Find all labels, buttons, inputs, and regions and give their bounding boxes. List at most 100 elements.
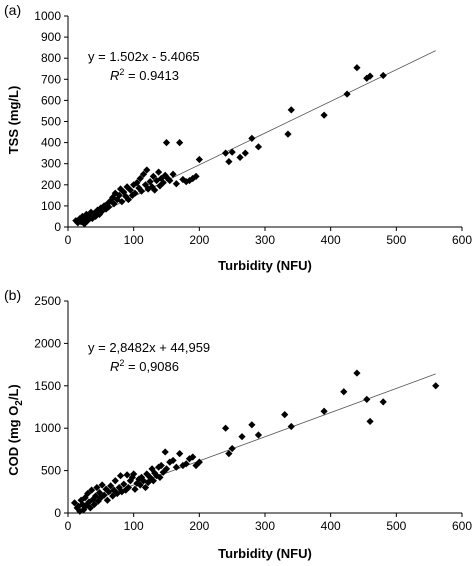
data-point	[228, 148, 236, 156]
data-point	[137, 187, 146, 195]
panel-label-a: (a)	[4, 2, 21, 18]
data-point	[131, 189, 139, 197]
data-point	[340, 388, 348, 396]
x-tick-label: 100	[124, 519, 144, 533]
x-tick-label: 0	[65, 519, 72, 533]
data-point	[363, 395, 371, 403]
data-point	[153, 472, 161, 480]
data-point	[116, 472, 125, 480]
data-point	[195, 458, 203, 466]
data-point	[86, 504, 94, 512]
x-tick-label: 300	[255, 233, 275, 247]
data-point	[146, 178, 154, 186]
data-point	[343, 90, 351, 98]
y-tick-label: 500	[41, 115, 61, 129]
data-point	[124, 195, 133, 204]
x-tick-label: 300	[255, 519, 275, 533]
data-point	[254, 431, 263, 439]
data-point	[77, 496, 85, 504]
data-point	[169, 456, 177, 465]
data-point	[131, 485, 139, 493]
chart-a: (a) Turbidity (NFU) TSS (mg/L) y = 1.502…	[4, 2, 472, 273]
r-squared-b: R2 = 0,9086	[110, 358, 179, 374]
data-point	[155, 168, 163, 176]
y-tick-label: 1500	[34, 379, 61, 393]
data-point	[172, 463, 180, 471]
equation-a: y = 1.502x - 5.4065	[88, 49, 200, 64]
data-point	[107, 482, 115, 490]
y-tick-label: 1000	[34, 9, 61, 23]
x-tick-label: 400	[321, 519, 341, 533]
x-tick-label: 600	[452, 519, 472, 533]
data-point	[192, 172, 200, 180]
data-point	[159, 179, 167, 187]
y-tick-label: 100	[41, 199, 61, 213]
y-tick-label: 400	[41, 136, 61, 150]
data-point	[432, 382, 440, 390]
data-point	[128, 473, 136, 481]
x-tick-label: 600	[452, 233, 472, 247]
panel-label-b: (b)	[4, 287, 21, 303]
data-point	[94, 497, 102, 505]
data-point	[103, 496, 111, 504]
data-point	[149, 477, 157, 485]
data-point	[236, 153, 244, 161]
data-point	[88, 486, 96, 494]
data-point	[228, 444, 236, 453]
data-point	[105, 203, 113, 211]
data-point	[287, 422, 295, 431]
x-tick-label: 400	[321, 233, 341, 247]
data-point	[120, 480, 128, 488]
data-point	[98, 207, 106, 215]
y-tick-label: 200	[41, 178, 61, 192]
data-point	[379, 71, 387, 80]
data-point	[91, 492, 100, 500]
data-point	[151, 186, 159, 194]
data-point	[176, 450, 184, 458]
equation-b: y = 2,8482x + 44,959	[88, 340, 210, 355]
data-point	[248, 421, 256, 429]
data-point	[162, 139, 171, 147]
data-point	[124, 483, 133, 492]
data-point	[93, 483, 101, 492]
y-tick-label: 300	[41, 157, 61, 171]
data-point	[143, 166, 151, 174]
x-tick-label: 100	[124, 233, 144, 247]
data-point	[123, 471, 131, 479]
data-point	[118, 198, 126, 206]
data-point	[107, 197, 115, 205]
y-tick-label: 900	[41, 30, 61, 44]
data-point	[182, 460, 190, 468]
data-point	[78, 500, 87, 509]
x-tick-label: 500	[386, 233, 406, 247]
data-point	[97, 494, 105, 502]
data-point	[109, 492, 117, 500]
y-tick-label: 700	[41, 72, 61, 86]
data-point	[162, 465, 171, 473]
y-axis-title-a: TSS (mg/L)	[6, 86, 21, 155]
data-point	[287, 106, 295, 114]
data-point	[136, 174, 144, 183]
data-point	[146, 473, 154, 481]
data-point	[179, 461, 187, 470]
x-tick-label: 0	[65, 233, 72, 247]
x-axis-title-b: Turbidity (NFU)	[218, 546, 312, 561]
r-squared-value-a: = 0.9413	[128, 68, 179, 83]
x-tick-label: 200	[189, 233, 209, 247]
data-point	[366, 72, 374, 80]
data-point	[176, 139, 184, 147]
data-point	[80, 506, 88, 514]
data-point	[130, 470, 138, 478]
data-point	[222, 149, 230, 157]
data-point	[225, 450, 233, 458]
data-point	[157, 461, 165, 470]
data-point	[192, 461, 200, 470]
y-tick-label: 2500	[34, 294, 61, 308]
y-tick-label: 0	[54, 220, 61, 234]
data-point	[110, 200, 118, 208]
y-tick-label: 600	[41, 93, 61, 107]
data-point	[172, 180, 180, 188]
data-point	[353, 369, 361, 377]
r-squared-a: R2 = 0.9413	[110, 67, 179, 83]
